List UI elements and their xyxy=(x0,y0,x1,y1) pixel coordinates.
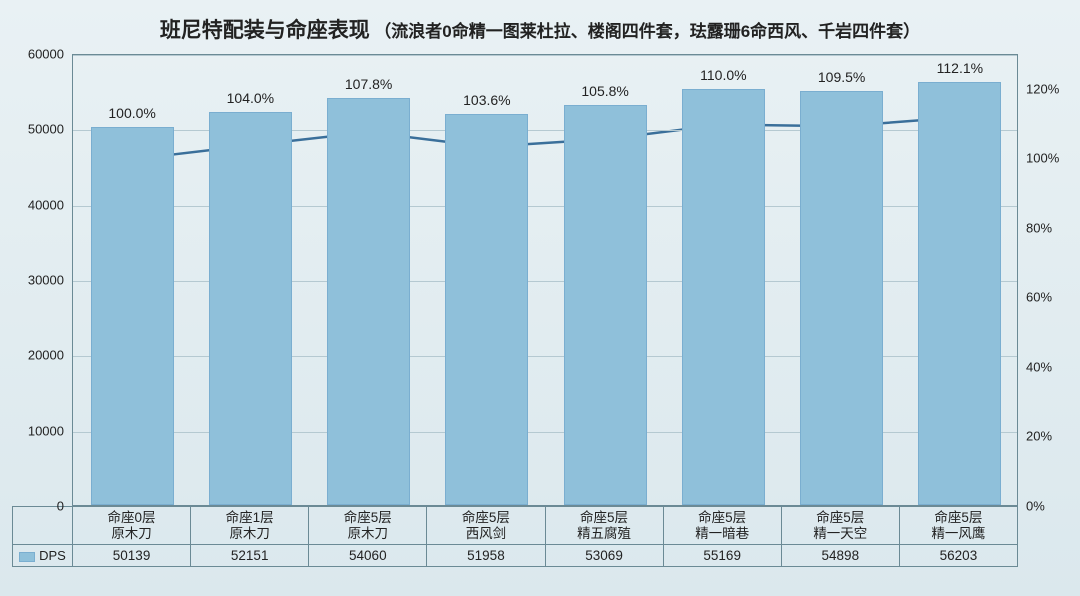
y-left-tick-label: 0 xyxy=(4,499,64,514)
data-table-dps-row: DPS 501395215154060519585306955169548985… xyxy=(13,545,1018,567)
category-cell: 命座5层精一天空 xyxy=(781,507,899,545)
bar xyxy=(682,89,765,505)
category-cell: 命座5层西风剑 xyxy=(427,507,545,545)
data-table: 命座0层原木刀命座1层原木刀命座5层原木刀命座5层西风剑命座5层精五腐殖命座5层… xyxy=(12,506,1018,567)
dps-cell: 53069 xyxy=(545,545,663,567)
y-right-tick-label: 20% xyxy=(1026,429,1052,444)
chart-title: 班尼特配装与命座表现 （流浪者0命精一图莱杜拉、楼阁四件套，珐露珊6命西风、千岩… xyxy=(18,14,1062,44)
y-left-tick-label: 10000 xyxy=(4,423,64,438)
percent-label: 103.6% xyxy=(463,92,510,108)
y-right-tick-label: 60% xyxy=(1026,290,1052,305)
category-cell: 命座0层原木刀 xyxy=(73,507,191,545)
bar xyxy=(445,114,528,505)
chart-container: 班尼特配装与命座表现 （流浪者0命精一图莱杜拉、楼阁四件套，珐露珊6命西风、千岩… xyxy=(0,0,1080,596)
category-cell: 命座5层精五腐殖 xyxy=(545,507,663,545)
data-table-dps-label: DPS xyxy=(13,545,73,567)
bar xyxy=(91,127,174,505)
grid-line xyxy=(73,55,1017,56)
legend-swatch xyxy=(19,552,35,562)
y-left-tick-label: 50000 xyxy=(4,122,64,137)
plot-area: 100.0% 104.0% 107.8% 103.6% 105.8% 110.0% 109.… xyxy=(72,54,1018,506)
legend-text: DPS xyxy=(39,548,66,563)
percent-label: 105.8% xyxy=(581,83,628,99)
y-right-tick-label: 100% xyxy=(1026,151,1059,166)
chart-title-main: 班尼特配装与命座表现 xyxy=(160,19,370,42)
percent-label: 110.0% xyxy=(700,67,746,83)
dps-cell: 51958 xyxy=(427,545,545,567)
percent-label: 112.1% xyxy=(937,60,983,76)
bar xyxy=(327,98,410,505)
dps-cell: 54060 xyxy=(309,545,427,567)
bar xyxy=(800,91,883,505)
dps-cell: 56203 xyxy=(899,545,1017,567)
dps-cell: 55169 xyxy=(663,545,781,567)
category-cell: 命座5层原木刀 xyxy=(309,507,427,545)
percent-label: 104.0% xyxy=(227,90,274,106)
category-cell: 命座1层原木刀 xyxy=(191,507,309,545)
percent-label: 107.8% xyxy=(345,76,392,92)
y-left-tick-label: 40000 xyxy=(4,197,64,212)
y-left-tick-label: 20000 xyxy=(4,348,64,363)
y-right-tick-label: 0% xyxy=(1026,499,1045,514)
category-cell: 命座5层精一风鹰 xyxy=(899,507,1017,545)
y-right-tick-label: 40% xyxy=(1026,359,1052,374)
y-left-tick-label: 60000 xyxy=(4,47,64,62)
data-table-category-row: 命座0层原木刀命座1层原木刀命座5层原木刀命座5层西风剑命座5层精五腐殖命座5层… xyxy=(13,507,1018,545)
percent-label: 109.5% xyxy=(818,69,865,85)
y-left-tick-label: 30000 xyxy=(4,273,64,288)
bar xyxy=(564,105,647,505)
category-cell: 命座5层精一暗巷 xyxy=(663,507,781,545)
chart-title-sub: （流浪者0命精一图莱杜拉、楼阁四件套，珐露珊6命西风、千岩四件套） xyxy=(374,22,920,41)
y-right-tick-label: 120% xyxy=(1026,81,1059,96)
dps-cell: 54898 xyxy=(781,545,899,567)
bar xyxy=(209,112,292,505)
y-right-tick-label: 80% xyxy=(1026,220,1052,235)
dps-cell: 50139 xyxy=(73,545,191,567)
percent-label: 100.0% xyxy=(108,105,155,121)
bar xyxy=(918,82,1001,505)
dps-cell: 52151 xyxy=(191,545,309,567)
